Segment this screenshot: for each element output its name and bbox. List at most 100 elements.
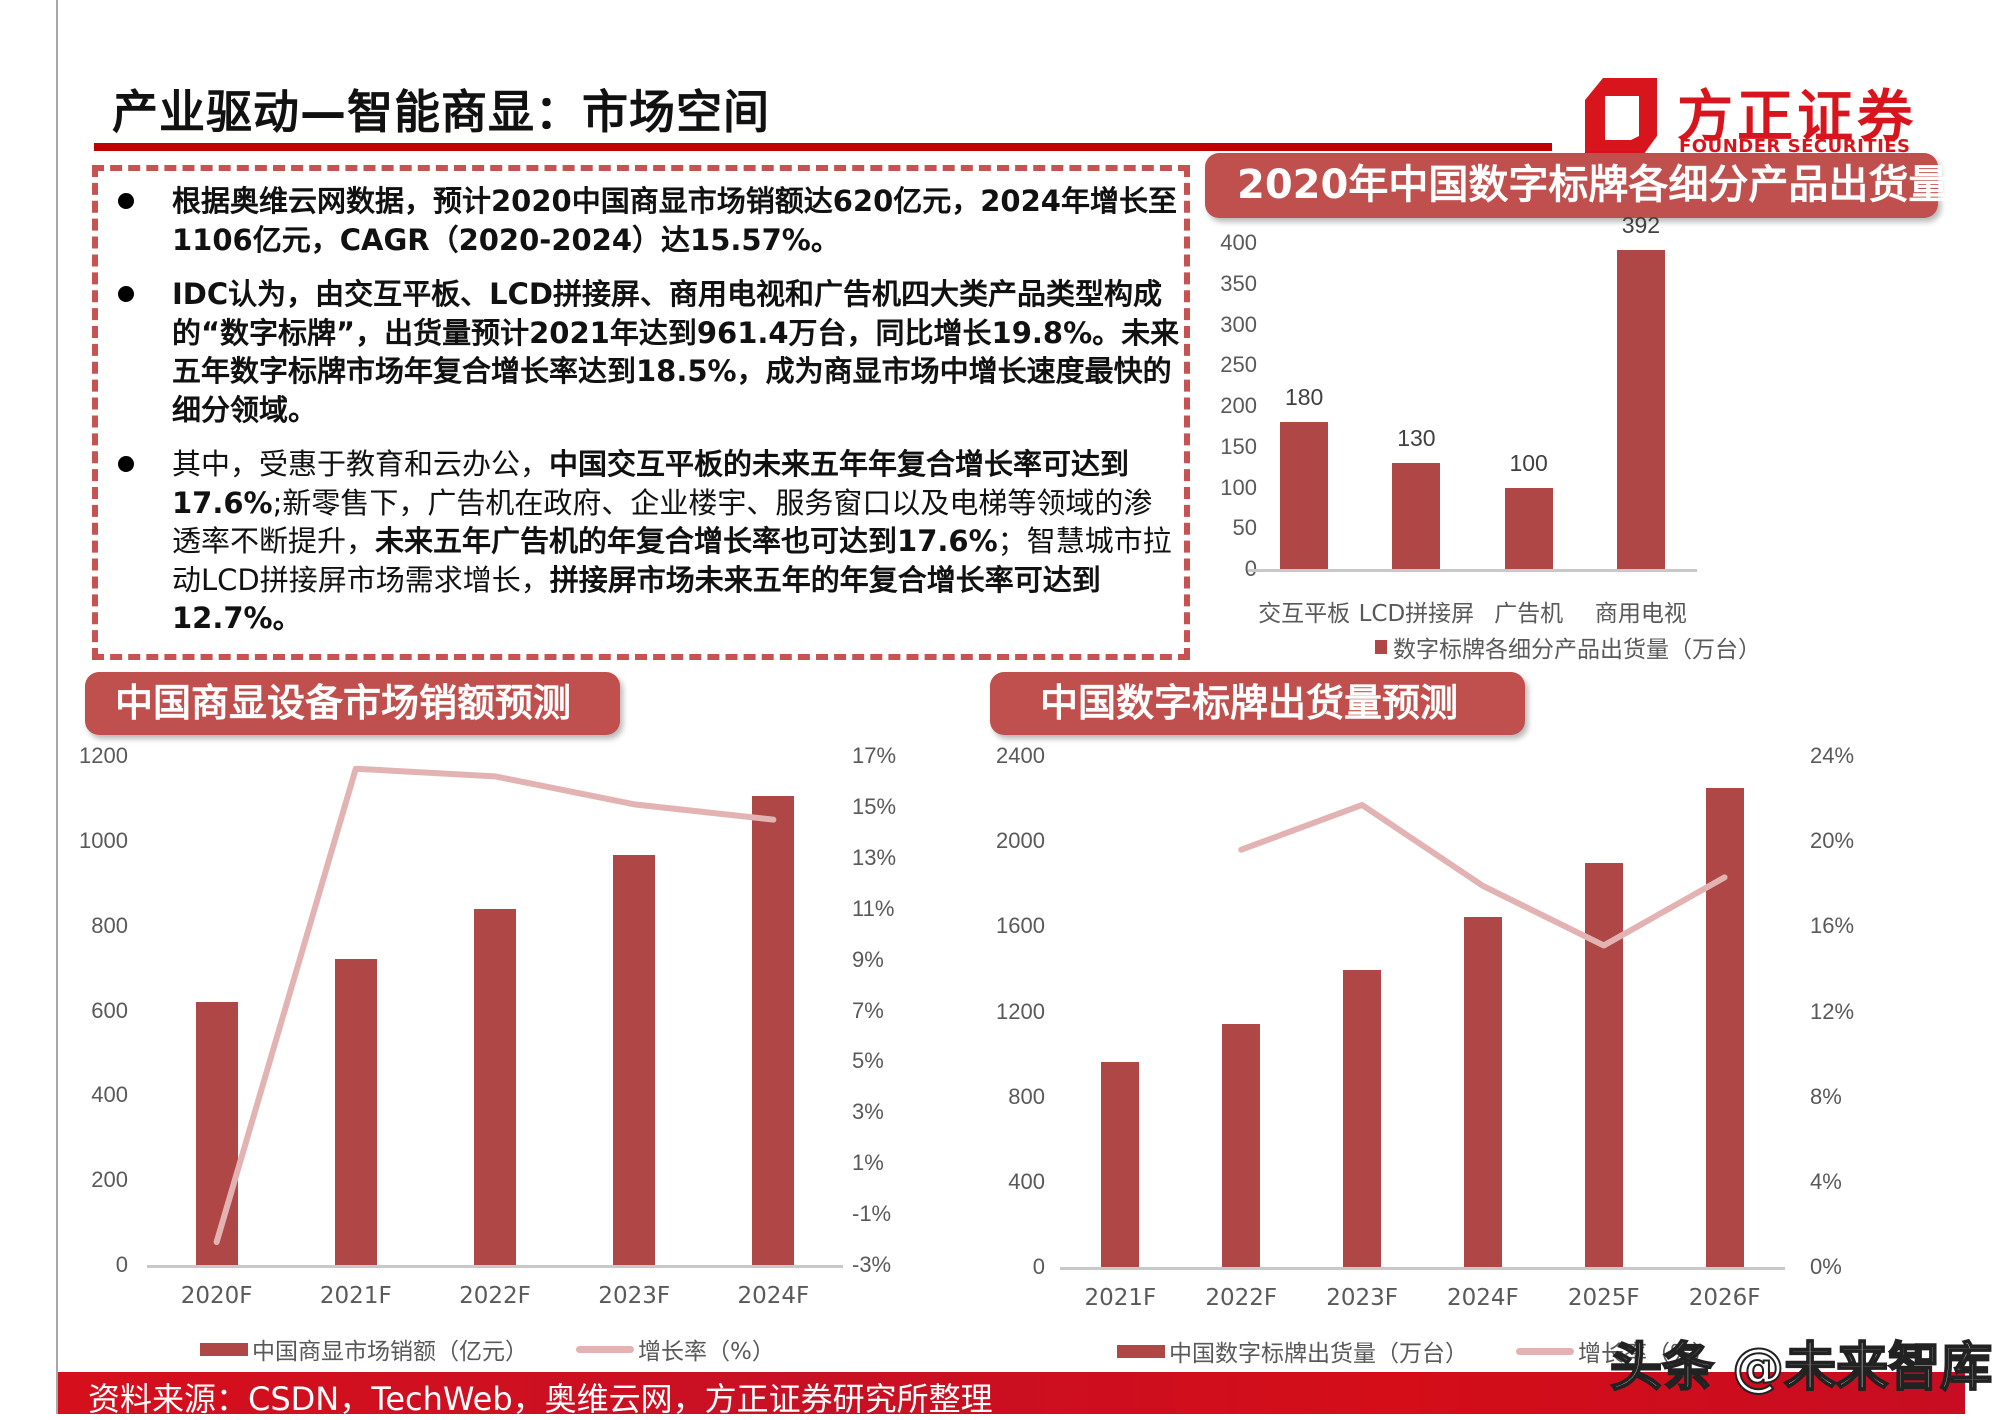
left-axis-tick: 400 <box>91 1082 128 1108</box>
x-axis-category: 2021F <box>1084 1285 1157 1311</box>
bar <box>1222 1023 1261 1267</box>
data-label: 180 <box>1284 384 1324 411</box>
founder-securities-logo: 方正证券 FOUNDER SECURITIES <box>1585 72 1913 160</box>
right-axis-tick: 11% <box>852 895 895 921</box>
summary-bullets: 根据奥维云网数据，预计2020中国商显市场销额达620亿元，2024年增长至11… <box>110 182 1180 654</box>
data-label: 130 <box>1397 425 1436 452</box>
footer-band <box>58 1372 1965 1414</box>
bullet-text-segment: IDC认为，由交互平板、LCD拼接屏、商用电视和广告机四大类产品类型构成的“数字… <box>172 277 1180 427</box>
source-note: 资料来源：CSDN，TechWeb，奥维云网，方正证券研究所整理 <box>88 1380 993 1418</box>
bullet-dot-icon <box>118 286 134 302</box>
right-axis-tick: 5% <box>852 1048 884 1074</box>
left-axis-tick: 600 <box>91 997 128 1023</box>
x-axis-category: 2023F <box>598 1283 671 1309</box>
right-axis-tick: 13% <box>852 844 897 870</box>
right-axis-tick: 4% <box>1810 1168 1842 1194</box>
bar <box>613 855 656 1265</box>
legend-bar-swatch-icon <box>1375 640 1387 654</box>
bar <box>1101 1062 1140 1267</box>
left-axis-tick: 1200 <box>996 998 1045 1024</box>
right-axis-tick: 12% <box>1810 998 1855 1024</box>
y-axis-tick: 400 <box>1220 230 1257 255</box>
bar <box>474 909 516 1265</box>
data-label: 100 <box>1509 449 1548 476</box>
bar <box>1463 916 1502 1267</box>
bullet-text-segment: 拼接屏市场未来五年的年复合增长率可达到12.7%。 <box>172 562 1101 636</box>
right-axis-tick: 9% <box>852 946 884 972</box>
legend-line-swatch-icon <box>1516 1347 1574 1355</box>
title-underline <box>94 143 1552 151</box>
x-axis-category: 广告机 <box>1494 601 1564 627</box>
y-axis-tick: 300 <box>1220 311 1257 337</box>
bullet-item: 其中，受惠于教育和云办公，中国交互平板的未来五年年复合增长率可达到17.6%;新… <box>110 445 1180 638</box>
x-axis-line <box>1248 569 1697 572</box>
y-axis-tick: 50 <box>1232 515 1257 541</box>
right-axis-tick: 24% <box>1810 743 1855 768</box>
y-axis-tick: 350 <box>1220 270 1257 296</box>
right-axis-tick: 3% <box>852 1099 884 1125</box>
bullet-text-segment: ;新零售下，广告机在政府、企业楼宇、服务窗口以及电梯等领域的渗透率不断提升， <box>172 485 1153 559</box>
bar <box>195 1002 238 1265</box>
right-axis-tick: -1% <box>852 1201 892 1227</box>
bullet-item: 根据奥维云网数据，预计2020中国商显市场销额达620亿元，2024年增长至11… <box>110 182 1180 259</box>
chart-title-shipment-forecast: 中国数字标牌出货量预测 <box>990 672 1525 735</box>
bar <box>1392 463 1441 569</box>
watermark: 头条 @未来智库 <box>1609 1337 1993 1399</box>
legend-label: 数字标牌各细分产品出货量（万台） <box>1393 637 1761 663</box>
left-axis-tick: 800 <box>91 912 128 938</box>
bar <box>752 795 795 1265</box>
y-axis-tick: 200 <box>1220 393 1257 418</box>
chart-title-sales-forecast: 中国商显设备市场销额预测 <box>85 672 620 735</box>
x-axis-category: 2024F <box>1447 1285 1519 1311</box>
right-axis-tick: 7% <box>852 997 884 1023</box>
y-axis-tick: 250 <box>1220 352 1257 378</box>
x-axis-category: 2024F <box>737 1283 810 1309</box>
bar <box>1705 787 1744 1267</box>
bullet-text-segment: ；智慧城市拉动LCD拼接屏市场需求增长， <box>172 524 1172 597</box>
left-axis-tick: 1200 <box>79 743 128 768</box>
left-axis-tick: 0 <box>1032 1254 1045 1279</box>
x-axis-category: 交互平板 <box>1258 601 1351 627</box>
legend-label: 增长率（%） <box>638 1339 775 1365</box>
y-axis-tick: 150 <box>1220 433 1257 459</box>
x-axis-category: 2026F <box>1688 1285 1761 1311</box>
bullet-text-segment: 根据奥维云网数据，预计2020中国商显市场销额达620亿元，2024年增长至11… <box>172 184 1177 257</box>
x-axis-category: 2022F <box>1205 1285 1278 1311</box>
x-axis-category: 2023F <box>1326 1285 1398 1311</box>
left-axis-tick: 2000 <box>996 828 1045 854</box>
right-axis-tick: 0% <box>1810 1254 1842 1279</box>
left-axis-tick: 800 <box>1008 1083 1045 1109</box>
logo-english-name: FOUNDER SECURITIES <box>1679 136 1911 157</box>
bar <box>334 958 377 1265</box>
x-axis-line <box>1060 1267 1785 1270</box>
chart-legend: 中国商显市场销额（亿元） 增长率（%） <box>200 1332 775 1366</box>
bullet-text-segment: 未来五年广告机的年复合增长率也可达到17.6% <box>375 524 998 558</box>
left-axis-tick: 200 <box>91 1167 128 1193</box>
right-axis-tick: 15% <box>852 793 897 819</box>
logo-chinese-name: 方正证券 <box>1677 85 1917 150</box>
bullet-item: IDC认为，由交互平板、LCD拼接屏、商用电视和广告机四大类产品类型构成的“数字… <box>110 275 1180 429</box>
legend-label: 中国商显市场销额（亿元） <box>252 1339 528 1365</box>
right-axis-tick: 20% <box>1810 828 1855 854</box>
right-axis-tick: 16% <box>1810 913 1855 939</box>
bar <box>1280 422 1329 569</box>
right-axis-tick: 17% <box>852 743 897 768</box>
bullet-dot-icon <box>118 193 134 209</box>
bar <box>1504 487 1553 569</box>
legend-bar-swatch-icon <box>200 1342 248 1356</box>
bar <box>1343 969 1382 1267</box>
bar <box>1616 249 1665 569</box>
left-axis-tick: 1600 <box>996 913 1045 939</box>
x-axis-category: LCD拼接屏 <box>1358 601 1475 627</box>
x-axis-category: 商用电视 <box>1594 601 1687 627</box>
bullet-dot-icon <box>118 456 134 472</box>
x-axis-category: 2022F <box>459 1283 531 1309</box>
chart-legend: 数字标牌各细分产品出货量（万台） <box>1375 630 1761 664</box>
bullet-text-segment: 其中，受惠于教育和云办公， <box>172 447 550 481</box>
chart-title-segment-shipments: 2020年中国数字标牌各细分产品出货量 <box>1205 153 1948 218</box>
legend-line-swatch-icon <box>576 1345 634 1353</box>
legend-bar-swatch-icon <box>1117 1344 1165 1358</box>
bar <box>1584 863 1623 1267</box>
founder-logo-icon <box>1585 78 1657 158</box>
x-axis-category: 2020F <box>180 1283 253 1309</box>
